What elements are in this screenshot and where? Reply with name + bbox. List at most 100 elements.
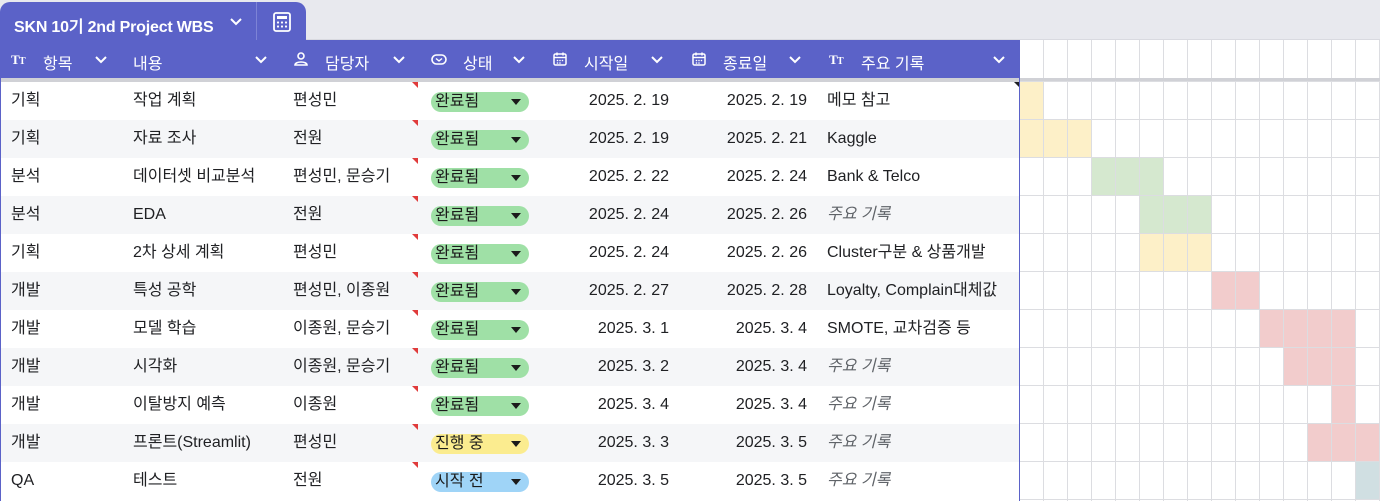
- cell-owner[interactable]: 이종원, 문승기: [293, 358, 391, 375]
- cell-content[interactable]: 프론트(Streamlit): [133, 434, 251, 451]
- cell-notes[interactable]: Loyalty, Complain대체값: [827, 282, 998, 299]
- cell-notes[interactable]: 주요 기록: [827, 358, 891, 375]
- cell-item[interactable]: 기획: [11, 130, 41, 147]
- cell-end[interactable]: 2025. 2. 24: [726, 168, 807, 185]
- cell-end[interactable]: 2025. 2. 26: [726, 244, 807, 261]
- calculator-icon[interactable]: [271, 11, 293, 33]
- cell-content[interactable]: 이탈방지 예측: [133, 396, 226, 413]
- gantt-bar[interactable]: [1284, 348, 1356, 386]
- cell-start[interactable]: 2025. 2. 22: [588, 168, 669, 185]
- column-header-owner[interactable]: 담당자: [281, 40, 417, 78]
- cell-item[interactable]: 개발: [11, 320, 41, 337]
- cell-notes[interactable]: Kaggle: [827, 130, 877, 147]
- gantt-bar[interactable]: [1020, 120, 1092, 158]
- status-dropdown[interactable]: 완료됨: [431, 92, 529, 112]
- cell-end[interactable]: 2025. 2. 28: [726, 282, 807, 299]
- status-dropdown[interactable]: 진행 중: [431, 434, 529, 454]
- cell-start[interactable]: 2025. 2. 27: [588, 282, 669, 299]
- cell-start[interactable]: 2025. 3. 3: [597, 434, 669, 451]
- gantt-bar[interactable]: [1332, 386, 1356, 424]
- cell-item[interactable]: 분석: [11, 206, 41, 223]
- cell-end[interactable]: 2025. 3. 4: [735, 320, 807, 337]
- chevron-down-icon[interactable]: [228, 13, 244, 29]
- cell-end[interactable]: 2025. 3. 5: [735, 434, 807, 451]
- status-dropdown[interactable]: 시작 전: [431, 472, 529, 492]
- cell-content[interactable]: 자료 조사: [133, 130, 197, 147]
- table-row[interactable]: 분석 데이터셋 비교분석 편성민, 문승기 완료됨 2025. 2. 22 2025. 2…: [1, 158, 1019, 196]
- table-row[interactable]: 개발 이탈방지 예측 이종원 완료됨 2025. 3. 4 2025. 3. 4 주요 기록: [1, 386, 1019, 424]
- cell-item[interactable]: 개발: [11, 434, 41, 451]
- chevron-down-icon[interactable]: [649, 51, 665, 67]
- cell-end[interactable]: 2025. 2. 19: [726, 92, 807, 109]
- chevron-down-icon[interactable]: [391, 51, 407, 67]
- status-dropdown[interactable]: 완료됨: [431, 358, 529, 378]
- cell-owner[interactable]: 이종원, 문승기: [293, 320, 391, 337]
- cell-owner[interactable]: 이종원: [293, 396, 338, 413]
- chevron-down-icon[interactable]: [991, 51, 1007, 67]
- gantt-bar[interactable]: [1092, 158, 1164, 196]
- gantt-bar[interactable]: [1020, 82, 1044, 120]
- column-header-start[interactable]: 시작일: [541, 40, 677, 78]
- cell-notes[interactable]: 주요 기록: [827, 434, 891, 451]
- table-row[interactable]: 분석 EDA 전원 완료됨 2025. 2. 24 2025. 2. 26 주요 기록: [1, 196, 1019, 234]
- cell-end[interactable]: 2025. 2. 21: [726, 130, 807, 147]
- cell-content[interactable]: 작업 계획: [133, 92, 197, 109]
- table-row[interactable]: 기획 2차 상세 계획 편성민 완료됨 2025. 2. 24 2025. 2. 26 Cl…: [1, 234, 1019, 272]
- table-row[interactable]: 개발 모델 학습 이종원, 문승기 완료됨 2025. 3. 1 2025. 3. 4 SM…: [1, 310, 1019, 348]
- cell-owner[interactable]: 편성민: [293, 92, 338, 109]
- chevron-down-icon[interactable]: [253, 51, 269, 67]
- status-dropdown[interactable]: 완료됨: [431, 282, 529, 302]
- gantt-bar[interactable]: [1212, 272, 1260, 310]
- cell-item[interactable]: 개발: [11, 282, 41, 299]
- cell-start[interactable]: 2025. 2. 19: [588, 92, 669, 109]
- cell-notes[interactable]: Cluster구분 & 상품개발: [827, 244, 986, 261]
- cell-item[interactable]: 기획: [11, 244, 41, 261]
- cell-content[interactable]: 2차 상세 계획: [133, 244, 225, 261]
- column-header-content[interactable]: 내용: [121, 40, 267, 78]
- cell-owner[interactable]: 전원: [293, 130, 323, 147]
- cell-end[interactable]: 2025. 2. 26: [726, 206, 807, 223]
- cell-content[interactable]: 특성 공학: [133, 282, 197, 299]
- column-header-status[interactable]: 상태: [419, 40, 555, 78]
- table-row[interactable]: 개발 시각화 이종원, 문승기 완료됨 2025. 3. 2 2025. 3. 4 주요 기…: [1, 348, 1019, 386]
- dropdown-arrow-icon[interactable]: [511, 327, 521, 333]
- frozen-row-divider[interactable]: [1, 78, 1019, 82]
- cell-start[interactable]: 2025. 3. 2: [597, 358, 669, 375]
- gantt-bar[interactable]: [1140, 196, 1212, 234]
- column-header-end[interactable]: 종료일: [679, 40, 815, 78]
- sheet-title[interactable]: SKN 10기 2nd Project WBS: [14, 19, 214, 36]
- dropdown-arrow-icon[interactable]: [511, 99, 521, 105]
- dropdown-arrow-icon[interactable]: [511, 213, 521, 219]
- cell-content[interactable]: 모델 학습: [133, 320, 197, 337]
- status-dropdown[interactable]: 완료됨: [431, 130, 529, 150]
- chevron-down-icon[interactable]: [93, 51, 109, 67]
- dropdown-arrow-icon[interactable]: [511, 403, 521, 409]
- table-row[interactable]: 기획 작업 계획 편성민 완료됨 2025. 2. 19 2025. 2. 19 메모 참고: [1, 82, 1019, 120]
- column-header-notes[interactable]: T T 주요 기록: [817, 40, 1005, 78]
- cell-start[interactable]: 2025. 2. 19: [588, 130, 669, 147]
- table-row[interactable]: 기획 자료 조사 전원 완료됨 2025. 2. 19 2025. 2. 21 Kaggle: [1, 120, 1019, 158]
- cell-item[interactable]: 개발: [11, 396, 41, 413]
- cell-owner[interactable]: 편성민: [293, 244, 338, 261]
- cell-item[interactable]: 분석: [11, 168, 41, 185]
- dropdown-arrow-icon[interactable]: [511, 137, 521, 143]
- dropdown-arrow-icon[interactable]: [511, 251, 521, 257]
- cell-owner[interactable]: 편성민, 이종원: [293, 282, 391, 299]
- cell-start[interactable]: 2025. 3. 1: [597, 320, 669, 337]
- gantt-bar[interactable]: [1356, 462, 1380, 500]
- cell-notes[interactable]: 주요 기록: [827, 206, 891, 223]
- status-dropdown[interactable]: 완료됨: [431, 168, 529, 188]
- cell-content[interactable]: 시각화: [133, 358, 178, 375]
- sheet-tab[interactable]: SKN 10기 2nd Project WBS: [0, 2, 306, 40]
- cell-owner[interactable]: 전원: [293, 472, 323, 489]
- cell-notes[interactable]: SMOTE, 교차검증 등: [827, 320, 971, 337]
- cell-item[interactable]: 개발: [11, 358, 41, 375]
- cell-start[interactable]: 2025. 2. 24: [588, 206, 669, 223]
- cell-end[interactable]: 2025. 3. 5: [735, 472, 807, 489]
- cell-notes[interactable]: 메모 참고: [827, 92, 891, 109]
- dropdown-arrow-icon[interactable]: [511, 175, 521, 181]
- chevron-down-icon[interactable]: [511, 51, 527, 67]
- gantt-bar[interactable]: [1140, 234, 1212, 272]
- column-header-item[interactable]: T T 항목: [1, 40, 137, 78]
- gantt-bar[interactable]: [1308, 424, 1380, 462]
